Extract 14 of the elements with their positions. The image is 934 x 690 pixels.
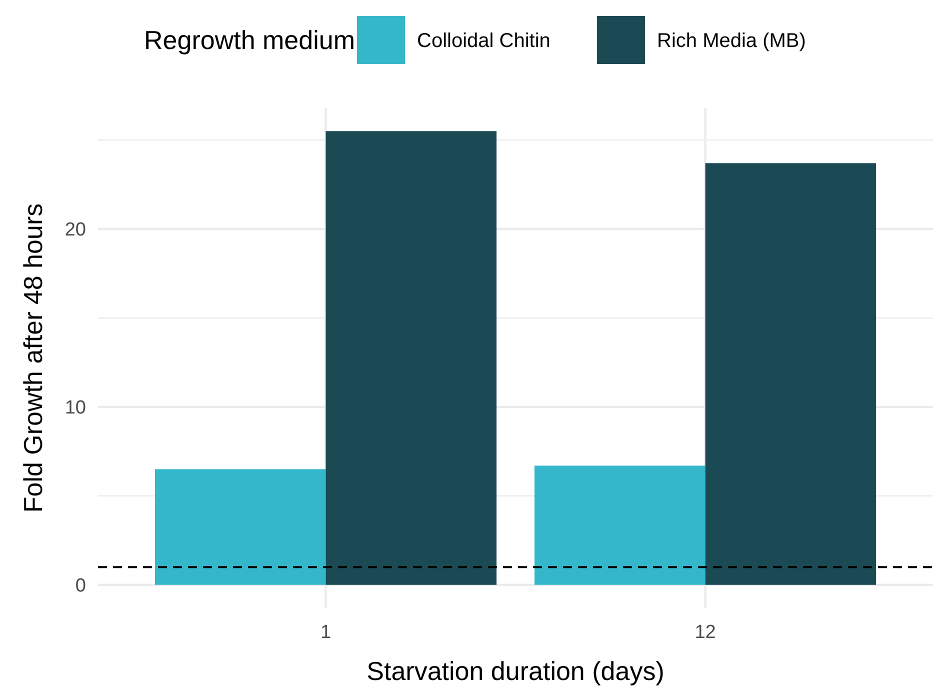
x-axis-title: Starvation duration (days) bbox=[366, 656, 664, 686]
legend-label: Rich Media (MB) bbox=[657, 30, 806, 52]
x-tick-label: 1 bbox=[320, 622, 332, 643]
bar bbox=[326, 131, 497, 585]
x-tick-label: 12 bbox=[694, 622, 716, 643]
bar bbox=[534, 466, 706, 585]
y-axis-title: Fold Growth after 48 hours bbox=[18, 203, 48, 513]
y-tick-label: 20 bbox=[64, 220, 86, 241]
bar bbox=[154, 469, 326, 585]
bar bbox=[705, 163, 876, 585]
legend-label: Colloidal Chitin bbox=[417, 30, 550, 52]
y-tick-label: 10 bbox=[64, 398, 86, 419]
legend-title: Regrowth medium bbox=[144, 25, 355, 55]
y-tick-label: 0 bbox=[75, 576, 86, 597]
